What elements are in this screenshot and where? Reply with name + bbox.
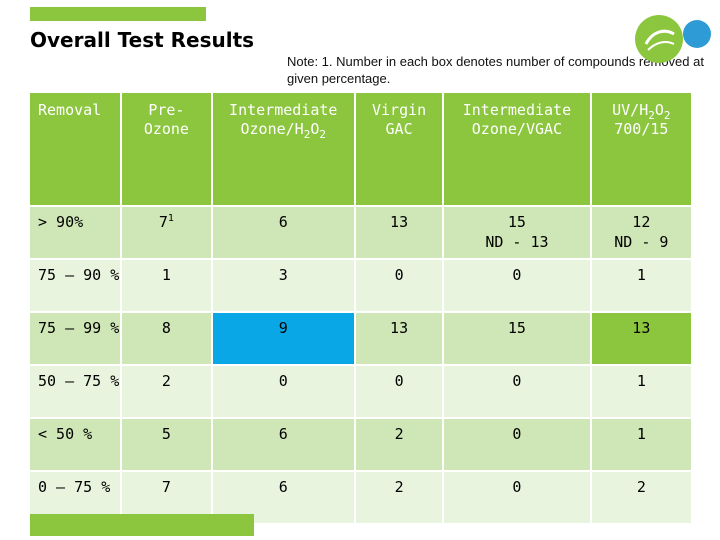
header-int-ozone-h2o2-part2: O [310, 120, 320, 138]
header-removal: Removal [30, 93, 123, 205]
cell-virgin-gac: 2 [355, 470, 445, 523]
cell-pre-ozone: 1 [122, 258, 213, 311]
cell-int-ozone-h2o2-highlight: 9 [212, 311, 356, 364]
table-row: > 90% 71 6 13 15 ND - 13 12 ND - 9 [30, 205, 691, 258]
cell-uv-h2o2: 1 [591, 364, 691, 417]
header-int-ozone-vgac-line2: Ozone/VGAC [471, 120, 563, 138]
cell-uv-h2o2: 1 [591, 258, 691, 311]
header-virgin-gac-line2: GAC [385, 120, 413, 138]
row-label: 75 – 90 % [30, 258, 123, 311]
cell-pre-ozone: 71 [122, 205, 213, 258]
cell-uv-h2o2: 2 [591, 470, 691, 523]
header-int-ozone-h2o2-line1: Intermediate [229, 101, 338, 119]
header-int-ozone-h2o2-sub1: 2 [303, 128, 311, 141]
bottom-accent-bar [30, 514, 254, 536]
cell-virgin-gac: 13 [355, 311, 445, 364]
table-row: 50 – 75 % 2 0 0 0 1 [30, 364, 691, 417]
header-removal-label: Removal [38, 101, 102, 119]
cell-int-ozone-h2o2: 6 [212, 205, 356, 258]
slide-title: Overall Test Results [30, 28, 255, 52]
header-int-ozone-h2o2: Intermediate Ozone/H2O2 [212, 93, 356, 205]
row-label: > 90% [30, 205, 123, 258]
header-row: Removal Pre- Ozone Intermediate Ozone/H2… [30, 93, 691, 205]
cell-int-ozone-vgac: 0 [444, 417, 592, 470]
cell-int-ozone-vgac: 15 ND - 13 [444, 205, 592, 258]
cell-int-ozone-vgac: 15 [444, 311, 592, 364]
header-uv-h2o2-part2: O [654, 101, 664, 119]
cell-int-ozone-vgac: 0 [444, 258, 592, 311]
results-table: Removal Pre- Ozone Intermediate Ozone/H2… [30, 93, 691, 523]
cell-nd-value: ND - 13 [485, 233, 549, 251]
top-accent-bar [30, 7, 206, 21]
header-int-ozone-vgac-line1: Intermediate [462, 101, 572, 119]
cell-pre-ozone: 5 [122, 417, 213, 470]
table-row: 75 – 90 % 1 3 0 0 1 [30, 258, 691, 311]
header-int-ozone-vgac: Intermediate Ozone/VGAC [444, 93, 592, 205]
cell-int-ozone-vgac: 0 [444, 364, 592, 417]
header-uv-h2o2-part1: UV/H [612, 101, 649, 119]
cell-nd-value: ND - 9 [614, 233, 669, 251]
header-pre-ozone-line1: Pre- [148, 101, 185, 119]
cell-virgin-gac: 13 [355, 205, 445, 258]
cell-uv-h2o2: 1 [591, 417, 691, 470]
cell-int-ozone-h2o2: 3 [212, 258, 356, 311]
header-virgin-gac-line1: Virgin [371, 101, 427, 119]
logo-badge-icon [683, 20, 711, 48]
cell-pre-ozone: 8 [122, 311, 213, 364]
table-row: < 50 % 5 6 2 0 1 [30, 417, 691, 470]
cell-value: 12 [632, 213, 651, 231]
cell-uv-h2o2-highlight: 13 [591, 311, 691, 364]
header-pre-ozone: Pre- Ozone [122, 93, 213, 205]
header-int-ozone-h2o2-sub2: 2 [319, 128, 326, 141]
header-pre-ozone-line2: Ozone [143, 120, 189, 138]
header-uv-h2o2-sub1: 2 [648, 109, 655, 122]
cell-value: 15 [507, 213, 526, 231]
note-text: Note: 1. Number in each box denotes numb… [287, 54, 704, 86]
header-uv-h2o2-sub2: 2 [663, 109, 671, 122]
footnote-marker: 1 [167, 213, 174, 224]
cell-int-ozone-h2o2: 6 [212, 417, 356, 470]
header-uv-h2o2-line2: 700/15 [614, 120, 669, 138]
cell-int-ozone-h2o2: 0 [212, 364, 356, 417]
table-row: 75 – 99 % 8 9 13 15 13 [30, 311, 691, 364]
cell-value: 7 [158, 213, 168, 231]
cell-int-ozone-vgac: 0 [444, 470, 592, 523]
header-int-ozone-h2o2-part1: Ozone/H [240, 120, 304, 138]
cell-pre-ozone: 2 [122, 364, 213, 417]
header-virgin-gac: Virgin GAC [355, 93, 445, 205]
row-label: 50 – 75 % [30, 364, 123, 417]
row-label: < 50 % [30, 417, 123, 470]
cell-virgin-gac: 0 [355, 364, 445, 417]
cell-virgin-gac: 2 [355, 417, 445, 470]
suez-logo-icon [635, 15, 683, 63]
cell-uv-h2o2: 12 ND - 9 [591, 205, 691, 258]
header-uv-h2o2: UV/H2O2 700/15 [591, 93, 691, 205]
cell-virgin-gac: 0 [355, 258, 445, 311]
row-label: 75 – 99 % [30, 311, 123, 364]
